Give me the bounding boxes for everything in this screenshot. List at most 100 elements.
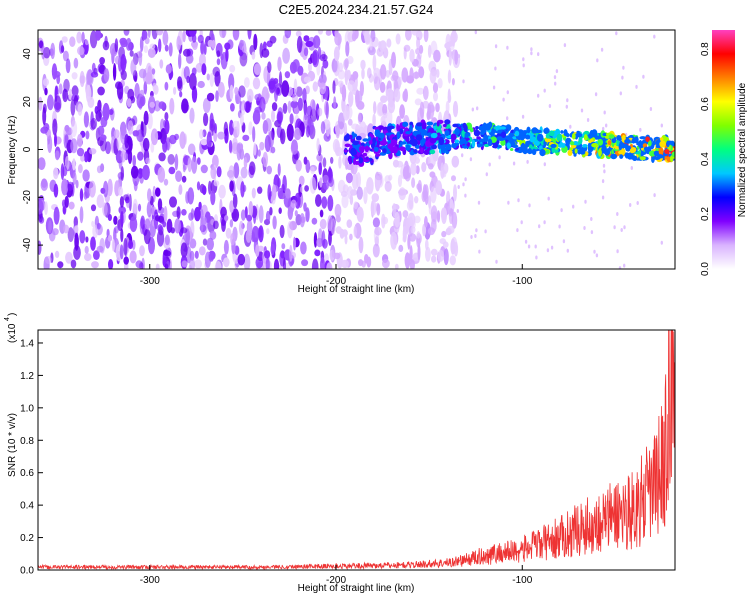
heatmap-cell	[525, 134, 531, 140]
heatmap-cell	[335, 226, 342, 234]
heatmap-cell	[352, 71, 359, 80]
heatmap-cell	[259, 96, 266, 113]
heatmap-cell	[598, 149, 602, 157]
heatmap-cell	[118, 205, 126, 215]
heatmap-cell	[382, 148, 387, 154]
heatmap-cell	[229, 219, 234, 228]
heatmap-cell	[259, 141, 265, 151]
heatmap-cell	[566, 248, 569, 253]
heatmap-cell	[443, 248, 449, 266]
heatmap-cell	[189, 256, 195, 269]
heatmap-cell	[311, 217, 318, 225]
heatmap-cell	[510, 148, 514, 151]
heatmap-cell	[537, 93, 540, 98]
heatmap-cell	[191, 156, 198, 174]
heatmap-cell	[520, 220, 523, 225]
heatmap-cell	[240, 166, 248, 179]
heatmap-cell	[413, 149, 418, 153]
heatmap-cell	[415, 165, 420, 175]
heatmap-cell	[355, 89, 360, 108]
heatmap-cell	[262, 120, 269, 134]
heatmap-x-axis-label: Height of straight line (km)	[298, 284, 415, 295]
snr-multiplier-base: (x10	[7, 323, 18, 343]
heatmap-cell	[85, 130, 90, 140]
heatmap-cell	[229, 84, 234, 100]
heatmap-cell	[670, 155, 674, 163]
heatmap-cell	[138, 50, 143, 66]
heatmap-cell	[341, 229, 348, 237]
heatmap-cell	[409, 245, 413, 262]
heatmap-cell	[345, 41, 350, 57]
heatmap-cell	[556, 133, 563, 142]
heatmap-cell	[652, 139, 656, 146]
heatmap-cell	[200, 138, 208, 146]
heatmap-cell	[70, 259, 77, 269]
heatmap-cell	[162, 139, 168, 153]
heatmap-cell	[123, 256, 129, 265]
heatmap-cell	[445, 143, 452, 151]
heatmap-cell	[282, 175, 287, 193]
heatmap-cell	[135, 260, 143, 269]
heatmap-cell	[158, 101, 166, 109]
heatmap-cell	[344, 149, 348, 153]
heatmap-cell	[341, 194, 349, 209]
heatmap-cell	[571, 133, 576, 140]
heatmap-cell	[543, 220, 546, 225]
heatmap-cell	[526, 126, 531, 134]
heatmap-cell	[271, 184, 277, 201]
heatmap-cell	[279, 224, 285, 239]
heatmap-cell	[347, 186, 354, 200]
heatmap-cell	[244, 77, 250, 88]
heatmap-cell	[572, 204, 575, 209]
heatmap-cell	[558, 224, 561, 229]
heatmap-cell	[660, 240, 663, 245]
heatmap-cell	[232, 120, 240, 130]
heatmap-cell	[369, 38, 373, 51]
heatmap-cell	[356, 206, 364, 223]
heatmap-cell	[312, 99, 316, 117]
heatmap-cell	[203, 43, 207, 55]
heatmap-cell	[484, 124, 490, 130]
heatmap-cell	[141, 121, 147, 138]
heatmap-cell	[289, 113, 294, 125]
heatmap-cell	[464, 177, 467, 182]
heatmap-cell	[247, 30, 252, 40]
heatmap-cell	[294, 210, 298, 217]
heatmap-cell	[40, 179, 48, 191]
heatmap-cell	[435, 180, 443, 196]
heatmap-cell	[358, 259, 364, 267]
heatmap-cell	[114, 226, 119, 234]
heatmap-cell	[623, 263, 626, 268]
heatmap-cell	[576, 132, 583, 137]
heatmap-cell	[398, 244, 404, 252]
heatmap-cell	[600, 47, 604, 52]
heatmap-cell	[320, 121, 326, 134]
heatmap-cell	[545, 127, 549, 134]
heatmap-cell	[629, 203, 632, 207]
heatmap-cell	[181, 98, 189, 114]
heatmap-cell	[232, 193, 238, 209]
heatmap-cell	[253, 63, 262, 76]
heatmap-cell	[192, 33, 197, 43]
heatmap-cell	[459, 137, 467, 145]
heatmap-cell	[270, 243, 275, 256]
heatmap-cell	[303, 102, 308, 121]
heatmap-cell	[225, 227, 232, 239]
heatmap-cell	[454, 128, 460, 136]
heatmap-cell	[40, 126, 48, 134]
heatmap-cell	[178, 53, 182, 69]
heatmap-cell	[44, 201, 48, 216]
heatmap-cell	[591, 143, 599, 148]
heatmap-cell	[187, 187, 195, 205]
heatmap-cell	[357, 112, 362, 125]
heatmap-cell	[474, 30, 477, 35]
heatmap-cell	[159, 59, 164, 69]
heatmap-cell	[218, 81, 225, 98]
heatmap-cell	[287, 206, 293, 220]
heatmap-cell	[615, 31, 618, 36]
heatmap-cell	[182, 164, 186, 173]
heatmap-cell	[97, 125, 105, 136]
heatmap-cell	[163, 206, 168, 223]
heatmap-cell	[315, 194, 322, 207]
heatmap-cell	[141, 30, 148, 40]
